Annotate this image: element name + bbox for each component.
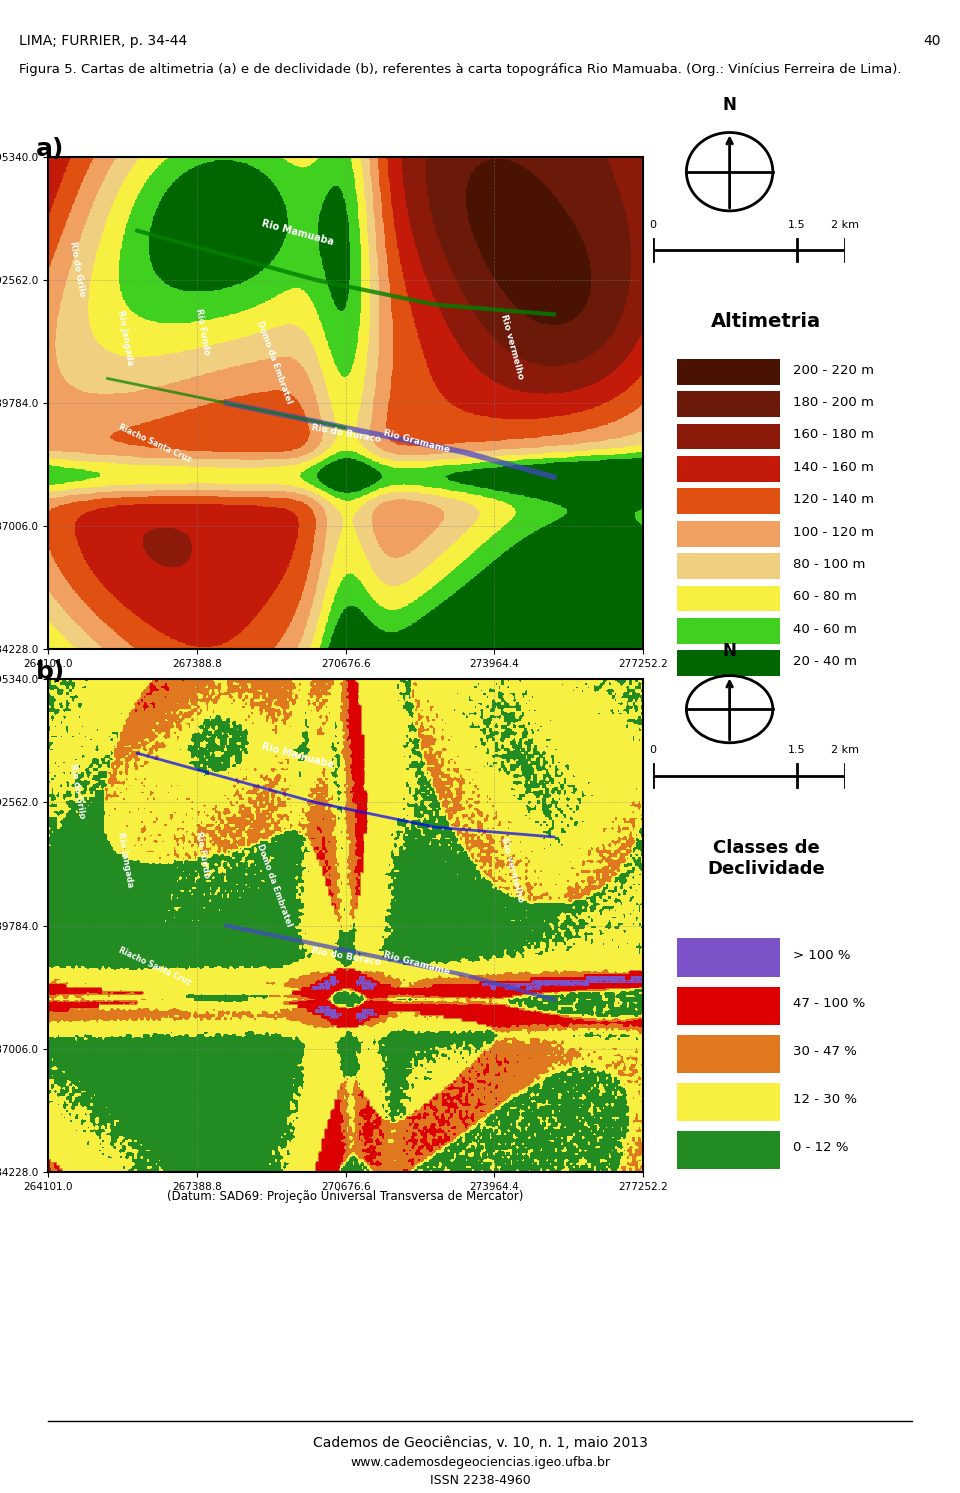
Text: Domo da Embratel: Domo da Embratel — [255, 320, 294, 405]
Text: 30 - 47 %: 30 - 47 % — [793, 1045, 857, 1059]
Text: 100 - 120 m: 100 - 120 m — [793, 526, 874, 539]
Text: 200 - 220 m: 200 - 220 m — [793, 364, 874, 376]
Text: 40: 40 — [924, 34, 941, 48]
Text: b): b) — [36, 660, 65, 684]
Text: Altimetria: Altimetria — [711, 312, 821, 331]
Text: 0 - 12 %: 0 - 12 % — [793, 1141, 849, 1154]
FancyBboxPatch shape — [678, 455, 780, 482]
Text: 1.5: 1.5 — [788, 745, 805, 755]
Text: Rio do Buraco: Rio do Buraco — [310, 424, 381, 445]
Text: Rio Jangada: Rio Jangada — [116, 309, 134, 366]
Text: 47 - 100 %: 47 - 100 % — [793, 997, 865, 1009]
Text: Rio Gramame: Rio Gramame — [383, 951, 451, 976]
Text: N: N — [723, 642, 736, 660]
Text: 2 km: 2 km — [830, 745, 859, 755]
Text: Rio Gramame: Rio Gramame — [383, 428, 451, 454]
Text: 12 - 30 %: 12 - 30 % — [793, 1093, 857, 1106]
Text: Domo da Embratel: Domo da Embratel — [255, 842, 294, 927]
Text: Figura 5. Cartas de altimetria (a) e de declividade (b), referentes à carta topo: Figura 5. Cartas de altimetria (a) e de … — [19, 63, 901, 76]
Text: Riacho Santa Cruz: Riacho Santa Cruz — [117, 945, 193, 987]
Text: 60 - 80 m: 60 - 80 m — [793, 590, 857, 603]
FancyBboxPatch shape — [678, 554, 780, 579]
FancyBboxPatch shape — [678, 939, 780, 976]
Text: Rio Fundo: Rio Fundo — [194, 830, 211, 878]
FancyBboxPatch shape — [678, 1082, 780, 1121]
Text: (Datum: SAD69: Projeção Universal Transversa de Mercator): (Datum: SAD69: Projeção Universal Transv… — [167, 1190, 524, 1203]
Text: Rio vermelho: Rio vermelho — [499, 314, 525, 381]
Text: > 100 %: > 100 % — [793, 950, 851, 961]
Text: 80 - 100 m: 80 - 100 m — [793, 558, 865, 570]
Text: Cademos de Geociências, v. 10, n. 1, maio 2013: Cademos de Geociências, v. 10, n. 1, mai… — [313, 1436, 647, 1450]
Text: Rio do Grilo: Rio do Grilo — [68, 763, 87, 820]
Text: Rio vermelho: Rio vermelho — [499, 836, 525, 903]
Text: www.cademosdegeociencias.igeo.ufba.br: www.cademosdegeociencias.igeo.ufba.br — [350, 1456, 610, 1469]
FancyBboxPatch shape — [678, 424, 780, 449]
FancyBboxPatch shape — [678, 651, 780, 676]
Text: LIMA; FURRIER, p. 34-44: LIMA; FURRIER, p. 34-44 — [19, 34, 187, 48]
Text: 0: 0 — [649, 745, 657, 755]
FancyBboxPatch shape — [678, 1130, 780, 1169]
FancyBboxPatch shape — [678, 618, 780, 643]
Text: ISSN 2238-4960: ISSN 2238-4960 — [430, 1474, 530, 1487]
FancyBboxPatch shape — [678, 391, 780, 417]
Text: Rio Mamuaba: Rio Mamuaba — [261, 218, 335, 248]
FancyBboxPatch shape — [678, 585, 780, 612]
Text: 1.5: 1.5 — [788, 219, 805, 230]
Text: Riacho Santa Cruz: Riacho Santa Cruz — [117, 423, 193, 464]
Text: Rio Fundo: Rio Fundo — [194, 308, 211, 355]
FancyBboxPatch shape — [678, 488, 780, 514]
Text: 20 - 40 m: 20 - 40 m — [793, 655, 857, 669]
Text: N: N — [723, 96, 736, 115]
Text: 160 - 180 m: 160 - 180 m — [793, 428, 874, 442]
Text: Rio Mamuaba: Rio Mamuaba — [261, 741, 335, 770]
Text: 140 - 160 m: 140 - 160 m — [793, 461, 874, 473]
Text: 120 - 140 m: 120 - 140 m — [793, 493, 874, 506]
Text: Rio do Grilo: Rio do Grilo — [68, 240, 87, 297]
Text: 2 km: 2 km — [830, 219, 859, 230]
FancyBboxPatch shape — [678, 521, 780, 546]
Text: 0: 0 — [649, 219, 657, 230]
Text: 180 - 200 m: 180 - 200 m — [793, 396, 874, 409]
FancyBboxPatch shape — [678, 987, 780, 1026]
Text: 40 - 60 m: 40 - 60 m — [793, 623, 857, 636]
Text: a): a) — [36, 137, 64, 161]
Text: Rio do Buraco: Rio do Buraco — [310, 947, 381, 967]
Text: Rio Jangada: Rio Jangada — [116, 832, 134, 888]
Text: Classes de
Declividade: Classes de Declividade — [708, 839, 825, 878]
FancyBboxPatch shape — [678, 1035, 780, 1073]
FancyBboxPatch shape — [678, 358, 780, 385]
